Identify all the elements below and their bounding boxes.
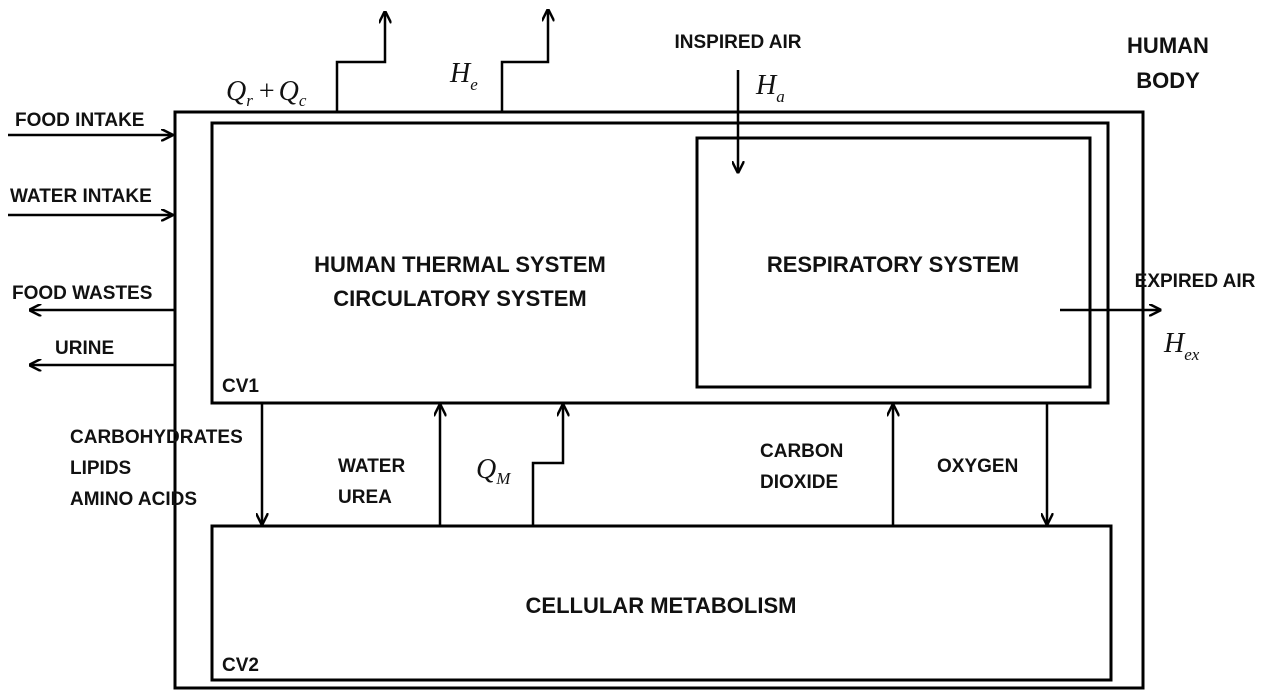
respiratory-label: RESPIRATORY SYSTEM — [767, 252, 1019, 277]
cv1-box — [210, 121, 1110, 405]
input-label: FOOD INTAKE — [15, 110, 144, 131]
output-label: FOOD WASTES — [12, 283, 152, 304]
carbon-dioxide-label: DIOXIDE — [760, 472, 838, 493]
cv2-box — [210, 524, 1113, 682]
expired-air-symbol: Hex — [1163, 328, 1200, 364]
symbol: H — [755, 70, 778, 101]
cv1-label: CV1 — [222, 376, 259, 397]
metabolic-heat-symbol: QM — [476, 454, 511, 488]
human-body-box — [173, 110, 1145, 690]
oxygen-label: OXYGEN — [937, 456, 1018, 477]
cellular-metabolism-label: CELLULAR METABOLISM — [526, 593, 797, 618]
heat-loss-arrow — [335, 12, 385, 112]
subscript: e — [470, 75, 478, 94]
subscript: M — [495, 469, 511, 488]
symbol: Q — [226, 76, 246, 107]
subscript: ex — [1184, 345, 1200, 364]
metabolic-heat-arrow — [531, 405, 563, 526]
inspired-air-label: INSPIRED AIR — [674, 32, 801, 53]
waste-label: WATER — [338, 456, 405, 477]
expired-air-label: EXPIRED AIR — [1135, 271, 1256, 292]
human-body-label: BODY — [1136, 68, 1200, 93]
thermal-system-label: CIRCULATORY SYSTEM — [333, 286, 586, 311]
evaporation-arrow — [500, 10, 548, 112]
output-label: URINE — [55, 338, 114, 359]
waste-label: UREA — [338, 487, 392, 508]
operator: + — [259, 76, 275, 107]
thermal-system-label: HUMAN THERMAL SYSTEM — [314, 252, 606, 277]
human-body-label: HUMAN — [1127, 33, 1209, 58]
inspired-air-symbol: Ha — [755, 70, 785, 106]
symbol: Q — [279, 76, 299, 107]
symbol: H — [449, 58, 472, 89]
carbon-dioxide-label: CARBON — [760, 441, 843, 462]
input-label: WATER INTAKE — [10, 186, 152, 207]
cv2-label: CV2 — [222, 655, 259, 676]
nutrient-label: CARBOHYDRATES — [70, 427, 243, 448]
subscript: c — [299, 91, 307, 110]
subscript: r — [246, 91, 253, 110]
heat-loss-symbol: Qr + Qc — [226, 76, 307, 110]
symbol: Q — [476, 454, 496, 485]
evaporation-symbol: He — [449, 58, 478, 94]
respiratory-box — [695, 136, 1092, 389]
symbol: H — [1163, 328, 1186, 359]
nutrient-label: LIPIDS — [70, 458, 131, 479]
subscript: a — [776, 87, 785, 106]
nutrient-label: AMINO ACIDS — [70, 489, 197, 510]
